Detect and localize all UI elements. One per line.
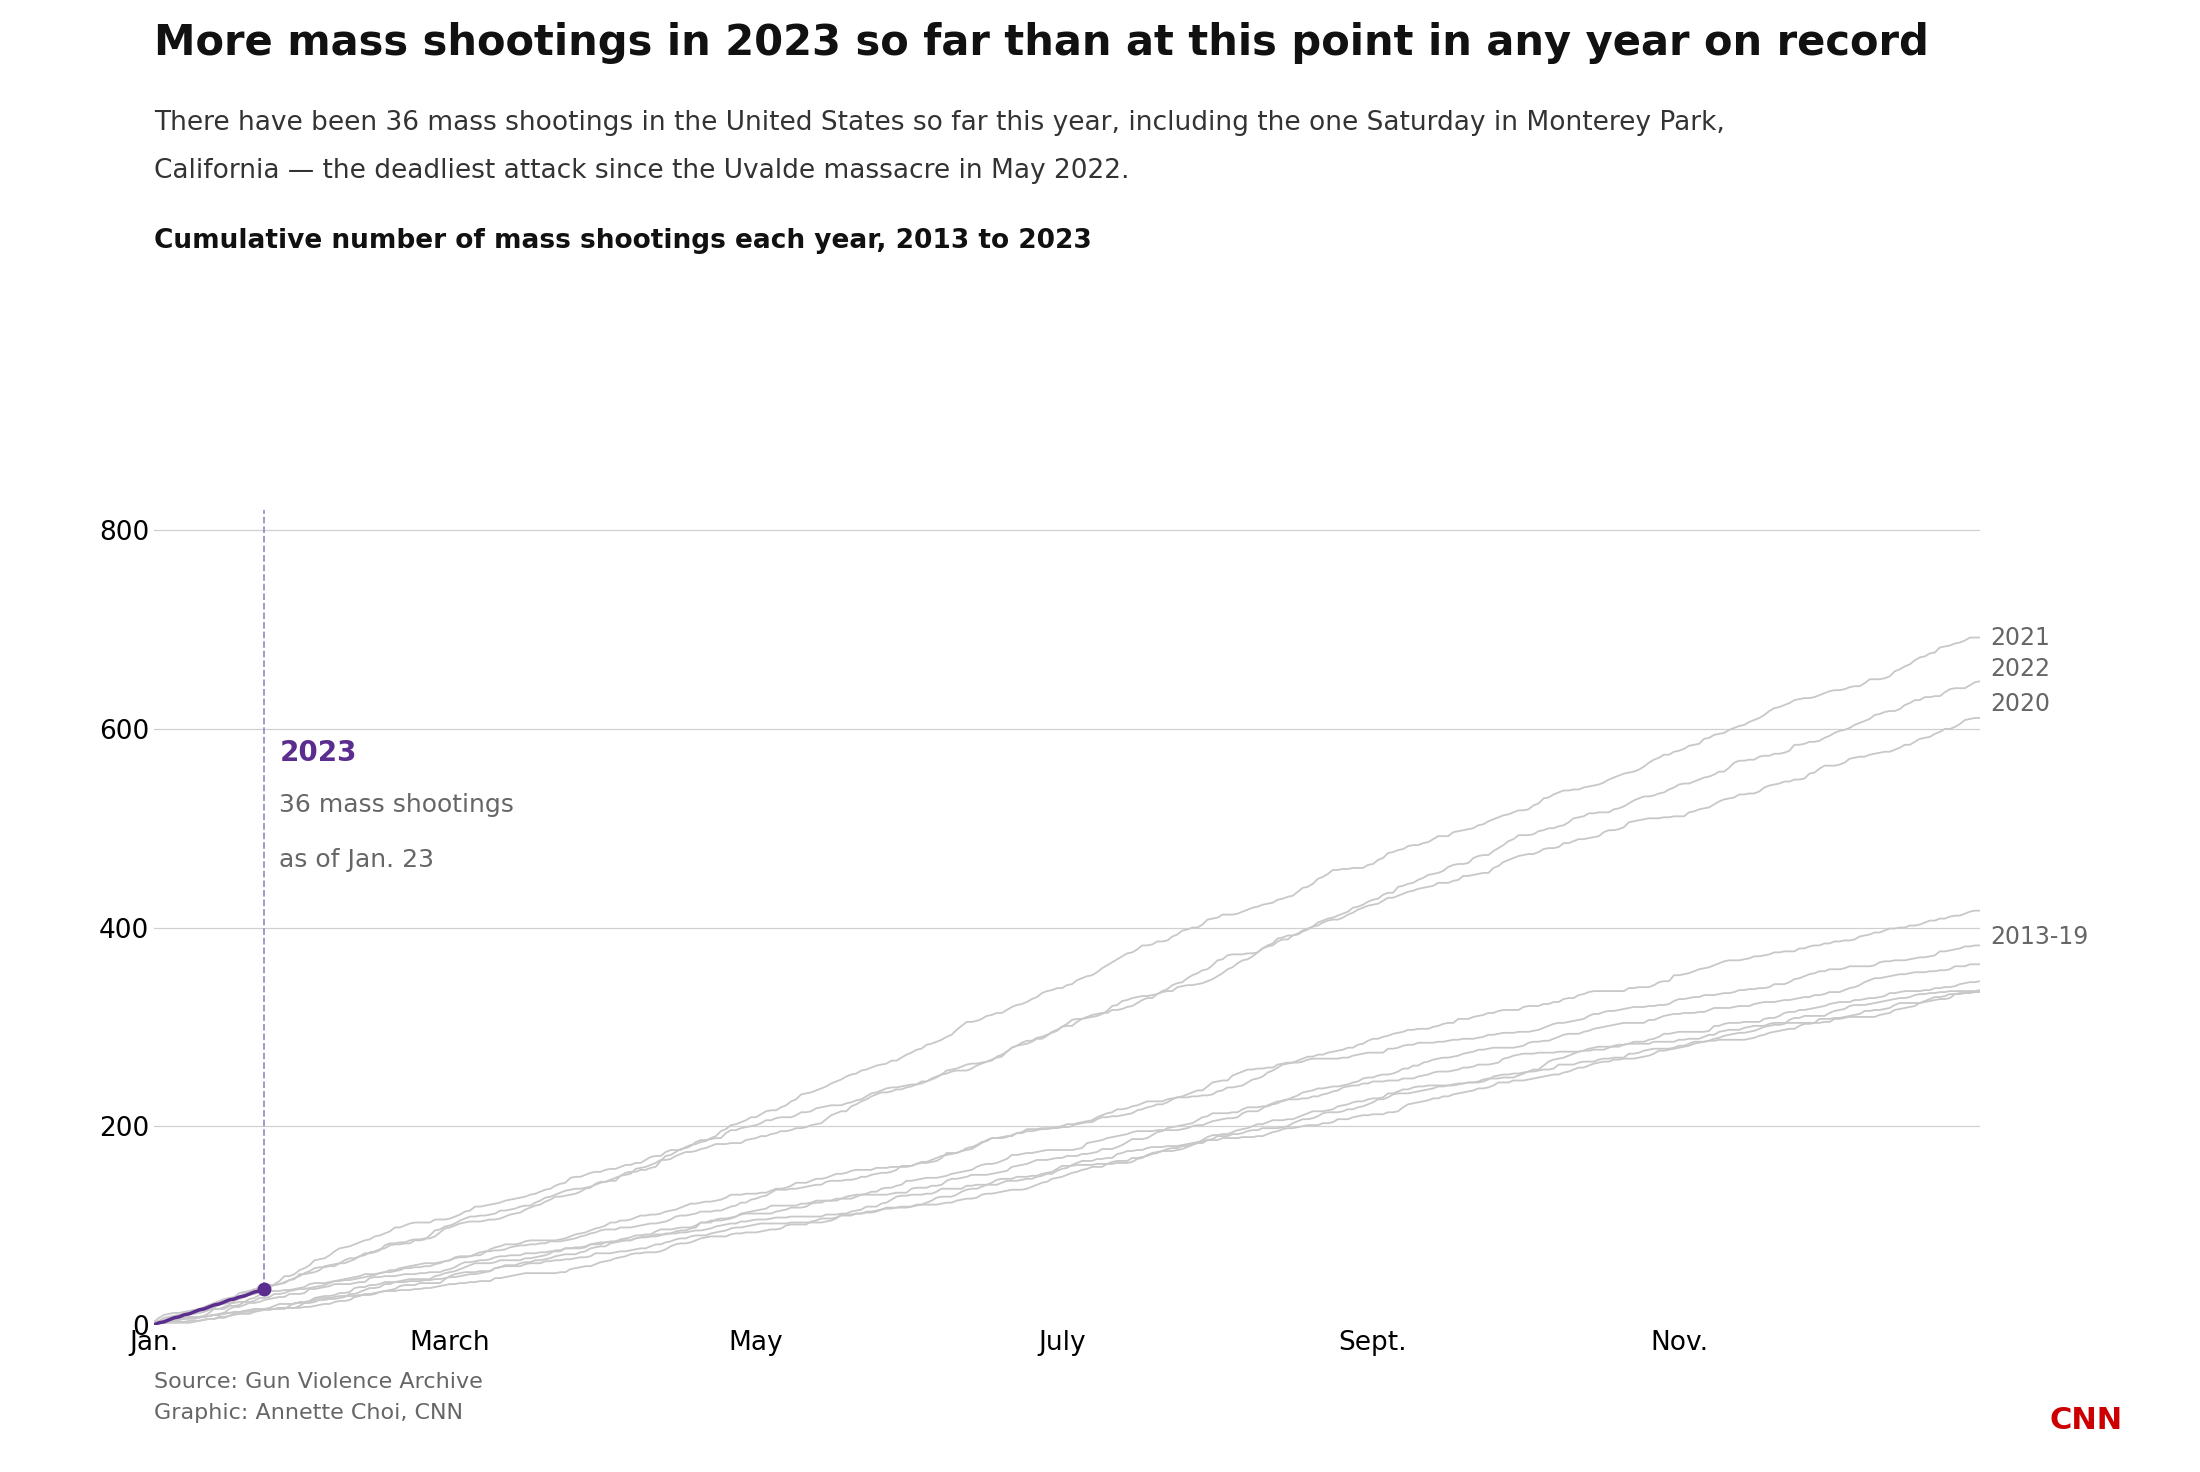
Text: CNN: CNN xyxy=(2050,1406,2123,1435)
Text: California — the deadliest attack since the Uvalde massacre in May 2022.: California — the deadliest attack since … xyxy=(154,158,1129,184)
Text: 36 mass shootings: 36 mass shootings xyxy=(279,793,515,817)
Text: There have been 36 mass shootings in the United States so far this year, includi: There have been 36 mass shootings in the… xyxy=(154,110,1725,137)
Text: 2020: 2020 xyxy=(1991,692,2050,715)
Text: More mass shootings in 2023 so far than at this point in any year on record: More mass shootings in 2023 so far than … xyxy=(154,22,1929,65)
Text: 2013-19: 2013-19 xyxy=(1991,926,2088,949)
Text: 2022: 2022 xyxy=(1991,658,2050,682)
Text: Cumulative number of mass shootings each year, 2013 to 2023: Cumulative number of mass shootings each… xyxy=(154,228,1091,255)
Text: 2021: 2021 xyxy=(1991,626,2050,649)
Text: 2023: 2023 xyxy=(279,739,356,767)
Text: as of Jan. 23: as of Jan. 23 xyxy=(279,848,433,871)
Text: Source: Gun Violence Archive
Graphic: Annette Choi, CNN: Source: Gun Violence Archive Graphic: An… xyxy=(154,1372,482,1423)
